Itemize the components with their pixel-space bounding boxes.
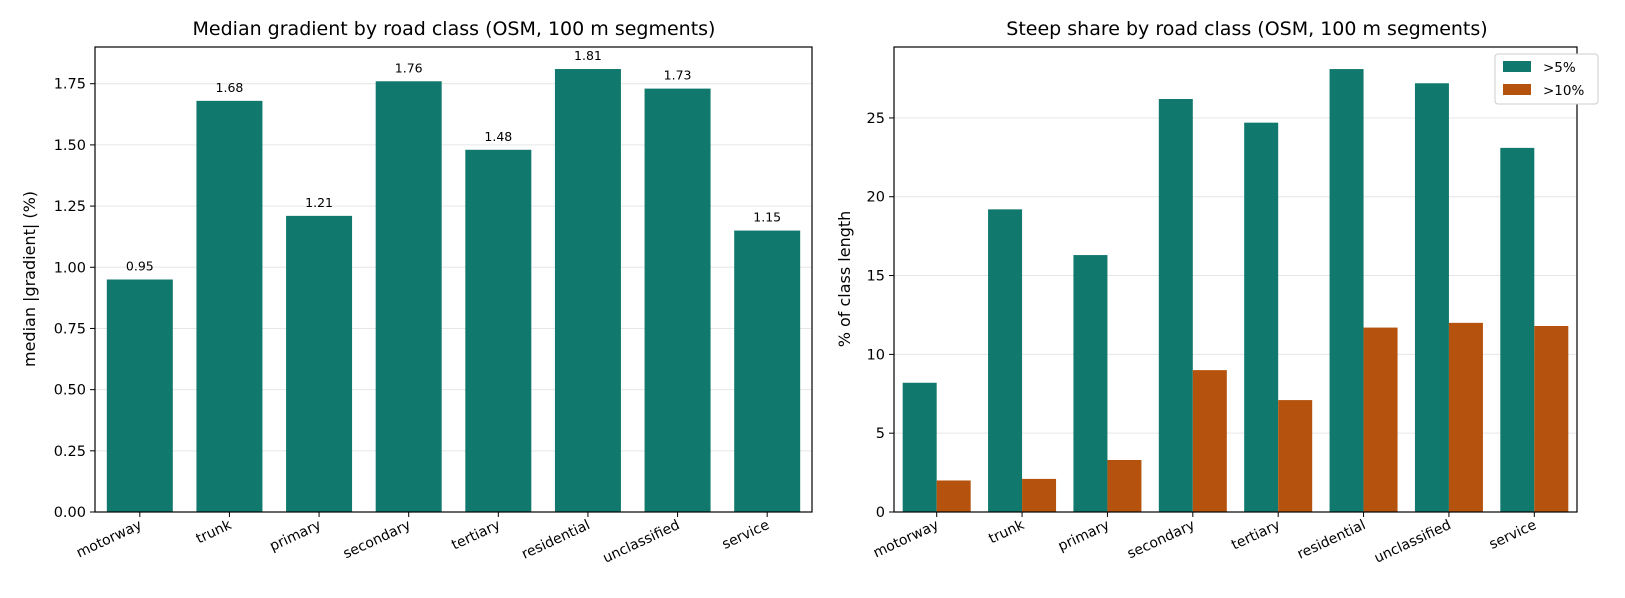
chart-title: Steep share by road class (OSM, 100 m se… — [1006, 18, 1487, 40]
x-tick-label: service — [720, 517, 772, 553]
y-tick-label: 20 — [867, 190, 885, 206]
x-tick-label: unclassified — [601, 517, 683, 566]
y-tick-label: 0.00 — [54, 505, 86, 521]
bar-unclassified — [644, 88, 711, 513]
bars — [106, 69, 801, 513]
plot-frame — [94, 46, 813, 513]
y-tick-label: 10 — [867, 347, 885, 363]
bars — [902, 69, 1569, 513]
y-tick-label: 25 — [867, 111, 885, 127]
y-tick-label: 15 — [867, 269, 885, 285]
y-tick-label: 1.25 — [54, 199, 86, 215]
bar-gt10-secondary — [1192, 370, 1227, 512]
y-axis-label: % of class length — [835, 211, 854, 348]
bar-gt10-trunk — [1022, 478, 1057, 512]
y-tick-label: 1.75 — [54, 77, 86, 93]
x-tick-label: tertiary — [449, 517, 503, 553]
steep-share-chart: Steep share by road class (OSM, 100 m se… — [835, 18, 1599, 567]
x-tick-label: residential — [519, 517, 592, 563]
data-label: 1.68 — [216, 80, 244, 95]
bar-residential — [554, 69, 621, 513]
bar-gt5-secondary — [1158, 99, 1193, 512]
legend-swatch-gt5 — [1503, 61, 1531, 72]
bar-gt10-unclassified — [1448, 322, 1483, 512]
bar-gt10-primary — [1107, 459, 1142, 512]
data-label: 1.81 — [574, 48, 602, 63]
bar-gt10-residential — [1363, 327, 1398, 512]
data-labels: 0.95 1.68 1.21 1.76 1.48 1.81 1.73 1.15 — [126, 48, 781, 273]
y-ticks: 0.00 0.25 0.50 0.75 1.00 1.25 1.50 1.75 — [54, 77, 95, 521]
y-tick-label: 0 — [876, 505, 885, 521]
bar-gt5-residential — [1329, 69, 1364, 512]
x-tick-label: motorway — [871, 517, 942, 561]
median-gradient-chart: Median gradient by road class (OSM, 100 … — [20, 18, 813, 567]
x-tick-label: trunk — [194, 517, 235, 548]
x-tick-label: residential — [1295, 517, 1368, 563]
y-tick-label: 0.75 — [54, 321, 86, 337]
legend-label-gt10: >10% — [1543, 83, 1584, 99]
bar-gt10-service — [1534, 326, 1569, 512]
x-tick-label: unclassified — [1372, 517, 1454, 566]
y-tick-label: 1.00 — [54, 260, 86, 276]
bar-primary — [286, 215, 353, 513]
x-tick-label: tertiary — [1229, 517, 1283, 553]
plot-frame — [893, 46, 1578, 513]
data-label: 1.73 — [664, 68, 692, 83]
chart-title: Median gradient by road class (OSM, 100 … — [193, 18, 716, 40]
x-tick-label: primary — [1056, 517, 1112, 555]
y-tick-label: 0.50 — [54, 383, 86, 399]
x-tick-label: service — [1487, 517, 1539, 553]
legend: >5% >10% — [1494, 53, 1599, 105]
x-tick-label: primary — [267, 517, 323, 555]
bar-gt10-motorway — [936, 480, 971, 512]
y-tick-label: 0.25 — [54, 444, 86, 460]
x-ticks: motorway trunk primary secondary tertiary res… — [74, 512, 772, 567]
legend-swatch-gt10 — [1503, 84, 1531, 95]
x-ticks: motorway trunk primary secondary tertiary res… — [871, 512, 1539, 567]
bar-gt5-trunk — [988, 209, 1023, 512]
y-axis-label: median |gradient| (%) — [20, 191, 39, 367]
bar-gt5-tertiary — [1244, 122, 1279, 513]
data-label: 1.48 — [484, 129, 512, 144]
data-label: 1.15 — [753, 210, 781, 225]
x-tick-label: trunk — [986, 517, 1027, 548]
bar-gt5-motorway — [902, 382, 937, 512]
x-tick-label: motorway — [74, 517, 145, 561]
bar-gt5-primary — [1073, 255, 1108, 512]
y-ticks: 0 5 10 15 20 25 — [867, 111, 894, 521]
bar-secondary — [375, 81, 442, 513]
x-tick-label: secondary — [1125, 517, 1198, 562]
bar-gt10-tertiary — [1278, 400, 1313, 512]
x-tick-label: secondary — [341, 517, 414, 562]
y-tick-label: 1.50 — [54, 138, 86, 154]
bar-motorway — [106, 279, 173, 512]
data-label: 1.76 — [395, 60, 423, 75]
bar-gt5-service — [1500, 147, 1535, 513]
bar-trunk — [196, 100, 263, 512]
legend-label-gt5: >5% — [1543, 60, 1576, 76]
bar-gt5-unclassified — [1414, 83, 1449, 512]
y-tick-label: 5 — [876, 426, 885, 442]
data-label: 1.21 — [305, 195, 333, 210]
bar-tertiary — [465, 149, 532, 512]
data-label: 0.95 — [126, 259, 154, 274]
bar-service — [734, 230, 801, 513]
